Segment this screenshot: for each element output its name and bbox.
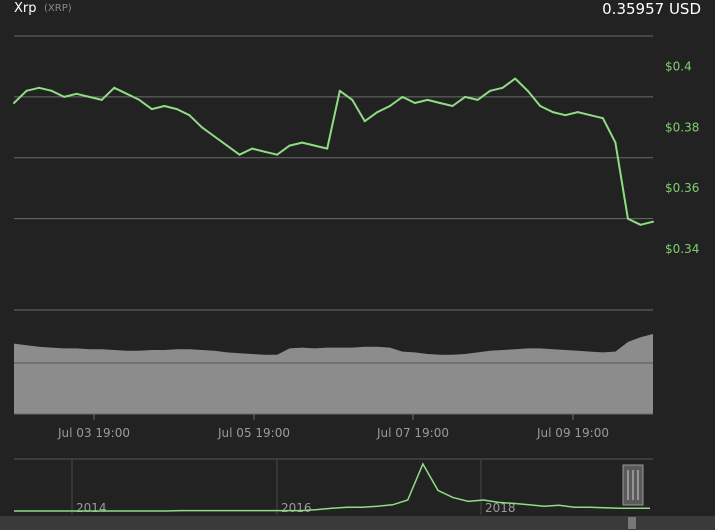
y-tick-label: $0.38 <box>665 120 699 134</box>
price-point <box>551 111 554 114</box>
price-point <box>614 141 617 144</box>
y-tick-label: $0.36 <box>665 181 699 195</box>
y-tick-label: $0.34 <box>665 242 699 256</box>
price-point <box>539 105 542 108</box>
price-point <box>652 220 654 223</box>
price-point <box>464 95 467 98</box>
price-point <box>388 105 391 108</box>
price-point <box>451 105 454 108</box>
price-point <box>426 98 429 101</box>
price-point <box>150 108 153 111</box>
price-point <box>376 111 379 114</box>
coin-ticker: (XRP) <box>44 3 72 14</box>
price-point <box>276 153 279 156</box>
price-point <box>413 101 416 104</box>
volume-area <box>14 334 653 414</box>
price-series-line <box>13 77 654 226</box>
coin-name: Xrp <box>14 1 37 16</box>
volume-layer <box>14 334 653 415</box>
y-axis-labels: $0.34 $0.36 $0.38 $0.4 <box>665 59 699 256</box>
price-point <box>301 141 304 144</box>
price-point <box>639 223 642 226</box>
price-point <box>476 98 479 101</box>
navigator-tick-label: 2018 <box>485 501 516 515</box>
price-point <box>50 89 53 92</box>
price-point <box>175 108 178 111</box>
price-point <box>439 101 441 104</box>
current-price: 0.35957 USD <box>602 0 701 18</box>
price-point <box>13 101 15 104</box>
price-point <box>251 147 254 150</box>
price-point <box>163 105 166 108</box>
price-point <box>125 92 128 95</box>
x-tick-label: Jul 07 19:00 <box>376 426 449 440</box>
price-point <box>100 98 103 101</box>
navigator-tick-label: 2014 <box>76 501 107 515</box>
price-point <box>351 98 354 101</box>
grid-layer <box>14 35 653 311</box>
navigator-tick-label: 2016 <box>281 501 312 515</box>
navigator[interactable]: 2014 2016 2018 <box>0 458 715 530</box>
price-point <box>88 95 91 98</box>
price-point <box>238 153 241 156</box>
navigator-scrollbar-track <box>0 516 715 530</box>
price-point <box>514 77 517 80</box>
price-point <box>63 95 66 98</box>
x-axis-labels: Jul 03 19:00 Jul 05 19:00 Jul 07 19:00 Jul … <box>57 414 609 440</box>
navigator-scrollbar-thumb[interactable] <box>628 517 636 529</box>
price-point <box>326 147 329 150</box>
x-tick-label: Jul 09 19:00 <box>536 426 609 440</box>
price-point <box>338 89 341 92</box>
price-point <box>25 89 28 92</box>
price-point <box>188 114 191 117</box>
price-point <box>75 92 78 95</box>
price-point <box>288 144 291 147</box>
price-point <box>363 120 366 123</box>
price-point <box>576 111 579 114</box>
price-point <box>226 144 228 147</box>
price-point <box>313 144 316 147</box>
y-tick-label: $0.4 <box>665 59 692 73</box>
price-point <box>401 95 404 98</box>
price-point <box>626 217 629 220</box>
price-point <box>564 114 567 117</box>
navigator-series-line <box>14 462 650 512</box>
price-point <box>213 135 216 138</box>
price-point <box>263 150 266 153</box>
price-point <box>589 114 592 117</box>
x-tick-label: Jul 03 19:00 <box>57 426 130 440</box>
price-layer <box>13 77 654 226</box>
price-point <box>138 98 141 101</box>
price-point <box>200 126 203 129</box>
price-point <box>489 89 492 92</box>
price-point <box>113 86 116 89</box>
price-point <box>601 117 604 120</box>
price-point <box>38 86 41 89</box>
price-point <box>526 89 529 92</box>
x-tick-label: Jul 05 19:00 <box>217 426 290 440</box>
chart-header: Xrp (XRP) 0.35957 USD <box>0 0 715 22</box>
price-point <box>501 86 504 89</box>
